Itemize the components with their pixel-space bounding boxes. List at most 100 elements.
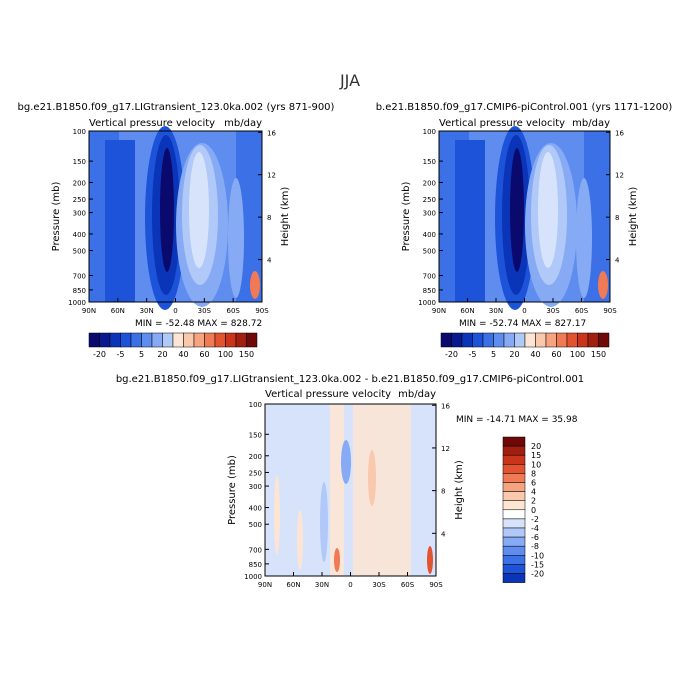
colorbar-box bbox=[577, 332, 589, 348]
colorbar-box bbox=[566, 332, 578, 348]
colorbar-box bbox=[535, 332, 547, 348]
y-tick-label: 300 bbox=[73, 210, 86, 218]
colorbar-box bbox=[502, 564, 526, 574]
colorbar-tick-label: 5 bbox=[139, 350, 144, 359]
x-tick-label: 60S bbox=[226, 307, 240, 315]
y-tick-label: 1000 bbox=[418, 299, 436, 307]
left-string: Vertical pressure velocity bbox=[265, 389, 391, 400]
contour-band bbox=[105, 140, 135, 302]
y-right-tick-label: 16 bbox=[267, 129, 276, 137]
colorbar-box bbox=[502, 545, 526, 556]
x-tick-label: 60N bbox=[286, 581, 300, 589]
y-axis-right-label: Height (km) bbox=[628, 187, 639, 247]
contour-band bbox=[160, 148, 174, 272]
right-string: mb/day bbox=[572, 118, 610, 129]
contour-band bbox=[250, 271, 260, 299]
y-tick-label: 500 bbox=[249, 521, 262, 529]
y-tick-label: 500 bbox=[73, 248, 86, 256]
colorbar-box bbox=[502, 454, 526, 465]
stats-text: MIN = -14.71 MAX = 35.98 bbox=[456, 415, 578, 425]
y-tick-label: 150 bbox=[249, 431, 262, 439]
contour-band bbox=[334, 548, 340, 572]
y-tick-label: 300 bbox=[423, 210, 436, 218]
colorbar-box bbox=[587, 332, 599, 348]
colorbar-box bbox=[524, 332, 536, 348]
right-string: mb/day bbox=[398, 389, 436, 400]
colorbar-box bbox=[151, 332, 163, 348]
colorbar-tick-label: -6 bbox=[531, 533, 539, 542]
colorbar-box bbox=[502, 555, 526, 565]
colorbar-box bbox=[545, 332, 557, 348]
colorbar-box bbox=[502, 436, 526, 447]
heatmap-fill bbox=[439, 126, 610, 310]
colorbar-tick-label: 10 bbox=[531, 460, 541, 469]
colorbar-box bbox=[162, 332, 174, 348]
panel-title: b.e21.B1850.f09_g17.CMIP6-piControl.001 … bbox=[376, 102, 673, 113]
colorbar-box bbox=[246, 332, 258, 348]
left-string: Vertical pressure velocity bbox=[439, 118, 565, 129]
colorbar-box bbox=[598, 332, 610, 348]
colorbar-tick-label: 2 bbox=[531, 497, 536, 506]
colorbar-tick-label: 40 bbox=[530, 350, 540, 359]
y-tick-label: 300 bbox=[249, 483, 262, 491]
y-tick-label: 200 bbox=[423, 179, 436, 187]
y-tick-label: 500 bbox=[423, 248, 436, 256]
panel-top-right: b.e21.B1850.f09_g17.CMIP6-piControl.001 … bbox=[376, 102, 673, 310]
colorbar-box bbox=[503, 332, 515, 348]
y-tick-label: 1000 bbox=[68, 299, 86, 307]
y-tick-label: 400 bbox=[423, 231, 436, 239]
contour-band bbox=[297, 510, 303, 570]
x-tick-label: 30N bbox=[140, 307, 154, 315]
y-tick-label: 150 bbox=[73, 158, 86, 166]
y-right-tick-label: 12 bbox=[267, 172, 276, 180]
colorbar-box bbox=[556, 332, 568, 348]
contour-band bbox=[538, 152, 558, 268]
x-tick-label: 30S bbox=[372, 581, 386, 589]
colorbar-box bbox=[502, 491, 526, 501]
y-tick-label: 100 bbox=[423, 128, 436, 136]
y-right-tick-label: 16 bbox=[615, 129, 624, 137]
y-tick-label: 1000 bbox=[244, 573, 262, 581]
panel-title: bg.e21.B1850.f09_g17.LIGtransient_123.0k… bbox=[116, 374, 584, 385]
y-tick-label: 200 bbox=[249, 453, 262, 461]
x-tick-label: 30S bbox=[546, 307, 560, 315]
y-right-tick-label: 4 bbox=[615, 257, 620, 265]
heatmap-fill bbox=[274, 404, 433, 576]
panel-top-left: bg.e21.B1850.f09_g17.LIGtransient_123.0k… bbox=[18, 102, 335, 310]
colorbar-box bbox=[204, 332, 216, 348]
contour-band bbox=[274, 475, 280, 555]
x-tick-label: 90S bbox=[429, 581, 443, 589]
colorbar-tick-label: 8 bbox=[531, 469, 536, 478]
colorbar-box bbox=[502, 536, 526, 547]
x-tick-label: 30S bbox=[198, 307, 212, 315]
colorbar-box bbox=[183, 332, 195, 348]
y-tick-label: 400 bbox=[249, 505, 262, 513]
y-tick-label: 850 bbox=[249, 561, 262, 569]
colorbar-tick-label: 150 bbox=[591, 350, 606, 359]
colorbar-tick-label: -4 bbox=[531, 524, 539, 533]
contour-band bbox=[189, 152, 209, 268]
colorbar-box bbox=[502, 500, 526, 511]
y-tick-label: 850 bbox=[73, 287, 86, 295]
y-right-tick-label: 12 bbox=[441, 445, 450, 453]
colorbar-tick-label: 60 bbox=[199, 350, 209, 359]
colorbar-box bbox=[120, 332, 132, 348]
colorbar-box bbox=[502, 518, 526, 529]
colorbar-box bbox=[514, 332, 526, 348]
colorbar-box bbox=[225, 332, 237, 348]
colorbar-tick-label: 20 bbox=[531, 442, 541, 451]
colorbar-tick-label: -20 bbox=[445, 350, 458, 359]
y-tick-label: 850 bbox=[423, 287, 436, 295]
colorbar-tick-label: 100 bbox=[570, 350, 585, 359]
colorbar-box bbox=[502, 464, 526, 474]
x-tick-label: 90S bbox=[603, 307, 617, 315]
y-right-tick-label: 12 bbox=[615, 172, 624, 180]
colorbar-box bbox=[99, 332, 111, 348]
colorbar-tick-label: 60 bbox=[551, 350, 561, 359]
colorbar-box bbox=[141, 332, 153, 348]
right-string: mb/day bbox=[224, 118, 262, 129]
x-tick-label: 0 bbox=[522, 307, 526, 315]
colorbar-box bbox=[109, 332, 121, 348]
y-axis-label: Pressure (mb) bbox=[401, 182, 412, 252]
